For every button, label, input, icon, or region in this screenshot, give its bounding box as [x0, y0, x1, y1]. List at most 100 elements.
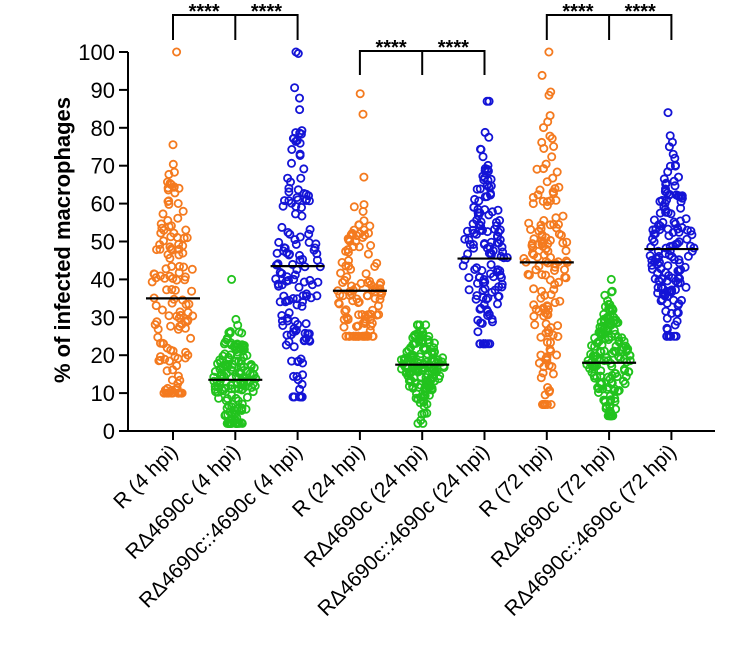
y-tick-label: 30	[91, 305, 115, 330]
data-point	[547, 152, 557, 162]
data-point	[168, 273, 178, 283]
data-point	[548, 173, 558, 183]
data-point	[599, 318, 609, 328]
data-point	[544, 387, 554, 397]
series-group	[147, 47, 198, 398]
data-point	[348, 296, 358, 306]
data-point	[406, 375, 416, 385]
data-point	[297, 126, 307, 136]
data-point	[343, 247, 353, 257]
data-point	[478, 152, 488, 162]
data-point	[339, 322, 349, 332]
data-point	[220, 411, 230, 421]
data-point	[187, 286, 197, 296]
data-point	[149, 269, 159, 279]
data-point	[605, 391, 615, 401]
data-point	[168, 140, 178, 150]
data-point	[621, 341, 631, 351]
data-point	[244, 377, 254, 387]
data-point	[275, 297, 285, 307]
data-point	[662, 298, 672, 308]
data-point	[273, 259, 283, 269]
data-point	[221, 396, 231, 406]
data-point	[343, 234, 353, 244]
data-point	[464, 285, 474, 295]
data-point	[277, 269, 287, 279]
data-point	[548, 369, 558, 379]
data-point	[227, 274, 237, 284]
data-point	[295, 105, 305, 115]
data-point	[209, 376, 219, 386]
data-point	[526, 224, 536, 234]
data-point	[187, 264, 197, 274]
data-point	[297, 379, 307, 389]
data-point	[655, 257, 665, 267]
y-tick-label: 0	[103, 419, 115, 444]
data-point	[486, 260, 496, 270]
data-point	[279, 196, 289, 206]
data-point	[483, 310, 493, 320]
data-point	[498, 247, 508, 257]
data-point	[176, 388, 186, 398]
y-tick-label: 90	[91, 78, 115, 103]
data-point	[490, 285, 500, 295]
data-point	[288, 293, 298, 303]
data-point	[154, 356, 164, 366]
data-point	[611, 315, 621, 325]
data-point	[346, 281, 356, 291]
data-point	[539, 123, 549, 133]
data-point	[541, 319, 551, 329]
data-point	[164, 356, 174, 366]
data-point	[167, 261, 177, 271]
data-point	[296, 202, 306, 212]
data-point	[232, 347, 242, 357]
data-point	[667, 252, 677, 262]
data-point	[174, 268, 184, 278]
data-point	[464, 235, 474, 245]
data-point	[610, 393, 620, 403]
data-point	[358, 206, 368, 216]
data-point	[427, 348, 437, 358]
data-point	[683, 251, 693, 261]
data-point	[435, 371, 445, 381]
data-point	[173, 213, 183, 223]
data-point	[284, 196, 294, 206]
series-group	[458, 96, 512, 349]
data-point	[477, 265, 487, 275]
data-point	[170, 352, 180, 362]
data-point	[294, 93, 304, 103]
data-point	[406, 350, 416, 360]
data-point	[334, 298, 344, 308]
data-point	[168, 365, 178, 375]
data-point	[173, 388, 183, 398]
data-point	[496, 251, 506, 261]
data-point	[167, 284, 177, 294]
data-point	[294, 282, 304, 292]
significance-label: ****	[438, 37, 469, 59]
data-point	[485, 339, 495, 349]
data-point	[529, 284, 539, 294]
data-point	[290, 235, 300, 245]
data-point	[552, 167, 562, 177]
data-point	[427, 383, 437, 393]
data-point	[227, 418, 237, 428]
data-point	[470, 194, 480, 204]
data-point	[478, 171, 488, 181]
data-point	[538, 399, 548, 409]
data-point	[312, 291, 322, 301]
data-point	[553, 321, 563, 331]
data-point	[337, 257, 347, 267]
data-point	[226, 338, 236, 348]
data-point	[181, 225, 191, 235]
data-point	[237, 403, 247, 413]
data-point	[304, 229, 314, 239]
data-point	[607, 332, 617, 342]
data-point	[174, 313, 184, 323]
data-point	[164, 311, 174, 321]
data-point	[233, 320, 243, 330]
data-point	[537, 270, 547, 280]
data-point	[289, 342, 299, 352]
data-point	[532, 164, 542, 174]
data-point	[553, 331, 563, 341]
